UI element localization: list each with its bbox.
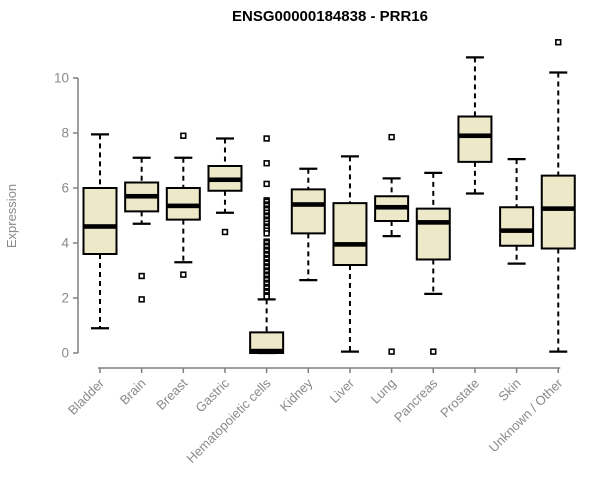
box-rect: [457, 115, 493, 163]
box-liver: [332, 155, 368, 353]
outlier-point: [138, 296, 145, 303]
box-rect: [82, 187, 118, 255]
outlier-point: [221, 228, 229, 236]
box-unknown-other: [540, 39, 576, 353]
median-line: [250, 348, 284, 354]
median-line: [83, 224, 117, 229]
y-tick-label: 0: [61, 346, 69, 361]
y-tick-label: 8: [61, 126, 69, 141]
box-lung: [374, 133, 410, 355]
median-line: [500, 228, 534, 233]
median-line: [375, 204, 409, 210]
box-skin: [499, 158, 535, 265]
outlier-point: [263, 180, 270, 188]
box-prostate: [457, 56, 493, 195]
median-line: [125, 193, 159, 199]
y-axis-label: Expression: [4, 184, 19, 248]
x-category-label-kidney: Kidney: [277, 375, 316, 414]
x-category-label-unknown-other: Unknown / Other: [486, 375, 566, 455]
x-category-label-liver: Liver: [327, 375, 358, 406]
box-rect: [540, 174, 576, 250]
outlier-point: [263, 293, 270, 300]
median-line: [541, 206, 575, 211]
median-line: [416, 220, 450, 225]
median-line: [166, 203, 200, 209]
box-series: [82, 39, 576, 355]
y-tick-label: 10: [54, 71, 69, 86]
outlier-point: [138, 272, 145, 280]
median-line: [208, 177, 242, 183]
x-category-label-lung: Lung: [368, 376, 399, 407]
outlier-point: [555, 39, 562, 46]
x-category-label-bladder: Bladder: [65, 375, 108, 418]
median-line: [458, 133, 492, 139]
outlier-point: [263, 230, 270, 237]
box-rect: [290, 188, 326, 235]
box-breast: [165, 132, 201, 278]
outlier-point: [180, 271, 187, 278]
box-bladder: [82, 133, 118, 330]
median-line: [291, 202, 325, 207]
x-category-label-gastric: Gastric: [192, 375, 232, 415]
x-category-label-pancreas: Pancreas: [391, 375, 441, 425]
x-category-label-skin: Skin: [495, 376, 523, 404]
box-brain: [124, 156, 160, 303]
outlier-point: [263, 160, 270, 167]
chart-title: ENSG00000184838 - PRR16: [232, 8, 428, 25]
box-kidney: [290, 167, 326, 282]
box-gastric: [207, 137, 243, 236]
y-tick-label: 2: [61, 291, 69, 306]
median-line: [333, 242, 367, 247]
x-category-label-prostate: Prostate: [437, 376, 482, 421]
box-rect: [332, 202, 368, 266]
outlier-point: [180, 132, 187, 139]
box-hematopoietic-cells: [249, 135, 285, 355]
x-category-label-breast: Breast: [153, 375, 190, 412]
y-tick-label: 6: [61, 181, 69, 196]
box-pancreas: [415, 171, 451, 355]
x-category-label-brain: Brain: [117, 376, 149, 408]
y-tick-label: 4: [61, 236, 69, 251]
box-rect: [499, 206, 535, 247]
box-rect: [415, 207, 451, 261]
outlier-point: [388, 133, 395, 141]
outlier-point: [430, 348, 437, 355]
outlier-point: [388, 348, 395, 355]
outlier-point: [263, 135, 270, 142]
